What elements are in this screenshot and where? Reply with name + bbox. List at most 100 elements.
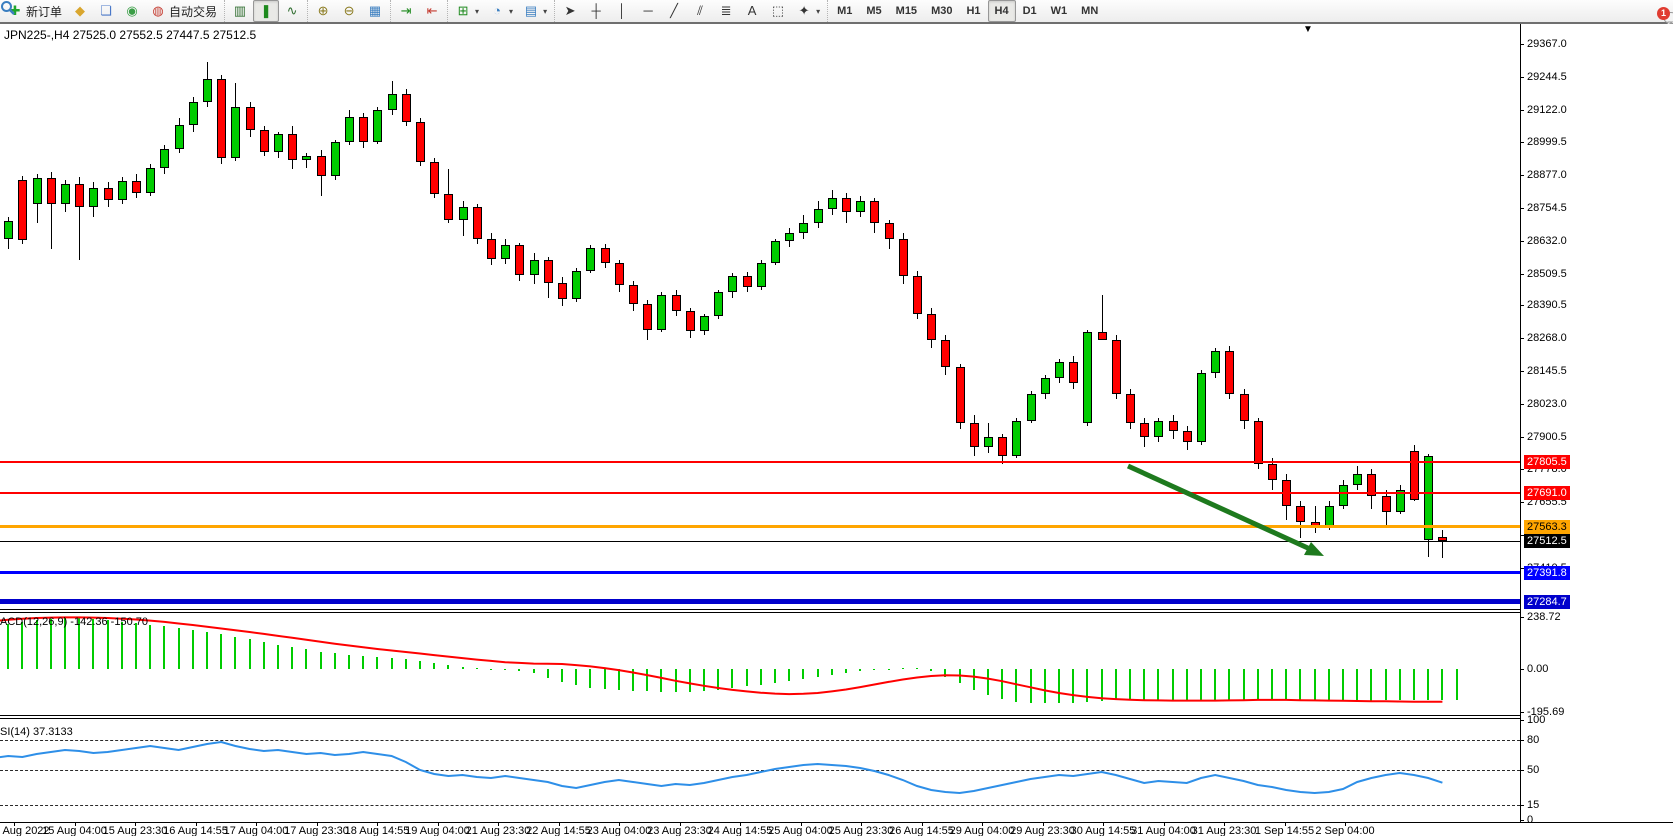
- price-axis[interactable]: 29367.0 29244.5 29122.0 28999.5 28877.0 28754…: [1520, 24, 1673, 826]
- candle-bear[interactable]: [955, 367, 965, 424]
- zoom-in-button[interactable]: ⊕: [310, 0, 336, 22]
- candle-bear[interactable]: [927, 313, 937, 341]
- equidistant-channel-button[interactable]: ⫽: [687, 0, 713, 22]
- panel-separator[interactable]: [0, 609, 1520, 613]
- candle-bull[interactable]: [1339, 484, 1348, 507]
- zoom-out-button[interactable]: ⊖: [336, 0, 362, 22]
- vertical-line-button[interactable]: │: [609, 0, 635, 22]
- candle-bear[interactable]: [614, 262, 624, 286]
- candle-bear[interactable]: [416, 122, 425, 163]
- candle-bull[interactable]: [4, 221, 14, 239]
- candle-bull[interactable]: [1424, 455, 1434, 540]
- candle-bear[interactable]: [870, 201, 880, 223]
- candle-bear[interactable]: [444, 194, 454, 220]
- candle-bear[interactable]: [1296, 506, 1306, 523]
- panel-separator[interactable]: [0, 715, 1520, 719]
- candle-bear[interactable]: [1168, 420, 1178, 432]
- candle-bear[interactable]: [558, 282, 567, 299]
- price-level-line[interactable]: [0, 525, 1520, 529]
- candle-bull[interactable]: [700, 316, 709, 331]
- candle-bear[interactable]: [742, 276, 752, 287]
- candle-bull[interactable]: [984, 436, 993, 448]
- timeframe-m30-button[interactable]: M30: [931, 5, 953, 17]
- candle-bear[interactable]: [1140, 423, 1150, 437]
- candle-bull[interactable]: [572, 270, 582, 299]
- candle-bull[interactable]: [117, 181, 127, 200]
- candle-bear[interactable]: [316, 155, 326, 176]
- chevron-down-icon[interactable]: ▾: [543, 6, 548, 16]
- price-level-line[interactable]: [0, 571, 1520, 575]
- text-button[interactable]: A: [739, 0, 765, 22]
- candle-bear[interactable]: [245, 107, 255, 131]
- autotrading-button[interactable]: ◍ 自动交易: [145, 0, 222, 22]
- candle-bull[interactable]: [1395, 490, 1405, 512]
- horizontal-line-button[interactable]: ─: [635, 0, 661, 22]
- timeframe-d1-button[interactable]: D1: [1022, 5, 1037, 17]
- arrows-tool-button[interactable]: ✦ ▾: [791, 0, 825, 22]
- candle-bear[interactable]: [472, 206, 482, 239]
- candle-bear[interactable]: [1111, 340, 1121, 394]
- chevron-down-icon[interactable]: ▾: [816, 6, 821, 16]
- candle-bull[interactable]: [274, 134, 283, 152]
- candle-bear[interactable]: [913, 276, 922, 314]
- candle-bear[interactable]: [1126, 393, 1135, 424]
- chart-profile-button[interactable]: ◆: [67, 0, 93, 22]
- candle-bull[interactable]: [1012, 420, 1022, 456]
- candle-bear[interactable]: [103, 187, 113, 200]
- timeframe-m5-button[interactable]: M5: [866, 5, 882, 17]
- candle-bull[interactable]: [728, 276, 738, 293]
- candle-bull[interactable]: [856, 201, 866, 212]
- candle-bear[interactable]: [1225, 351, 1235, 394]
- add-indicator-button[interactable]: ⊞ ▾: [450, 0, 484, 22]
- candle-bull[interactable]: [89, 187, 99, 207]
- text-label-button[interactable]: ⬚: [765, 0, 791, 22]
- cursor-button[interactable]: ➤: [557, 0, 583, 22]
- main-price-panel[interactable]: JPN225-,H4 27525.0 27552.5 27447.5 27512…: [0, 24, 1520, 610]
- candle-bear[interactable]: [941, 340, 951, 368]
- timeframe-m1-button[interactable]: M1: [837, 5, 853, 17]
- candle-bear[interactable]: [998, 436, 1008, 456]
- rsi-panel[interactable]: SI(14) 37.3133: [0, 718, 1520, 822]
- candle-bear[interactable]: [969, 423, 979, 448]
- candle-bull[interactable]: [146, 167, 156, 194]
- candle-bear[interactable]: [1182, 431, 1192, 443]
- candle-bull[interactable]: [387, 94, 397, 111]
- candle-bear[interactable]: [75, 183, 85, 207]
- candle-bull[interactable]: [1026, 393, 1036, 421]
- fibonacci-button[interactable]: ≣: [713, 0, 739, 22]
- time-axis[interactable]: Aug 2022 15 Aug 04:00 15 Aug 23:30 16 Aug 1…: [0, 822, 1673, 836]
- candle-bull[interactable]: [1154, 420, 1164, 437]
- candle-bear[interactable]: [1381, 495, 1391, 512]
- bar-chart-button[interactable]: ▥: [227, 0, 253, 22]
- candle-bear[interactable]: [288, 134, 298, 160]
- candle-bear[interactable]: [359, 116, 369, 143]
- candle-bear[interactable]: [600, 248, 610, 263]
- price-level-line[interactable]: [0, 461, 1520, 464]
- candle-bear[interactable]: [1410, 451, 1419, 500]
- candle-bear[interactable]: [487, 238, 496, 259]
- candle-bear[interactable]: [46, 178, 56, 204]
- candle-bull[interactable]: [160, 148, 170, 168]
- candle-bear[interactable]: [898, 238, 908, 277]
- candle-bear[interactable]: [643, 304, 653, 330]
- signals-button[interactable]: ◉: [119, 0, 145, 22]
- candle-bear[interactable]: [1438, 537, 1448, 541]
- candlestick-chart-button[interactable]: ❚: [253, 0, 280, 22]
- candle-bear[interactable]: [132, 181, 141, 194]
- candle-bull[interactable]: [529, 260, 539, 275]
- candle-bear[interactable]: [259, 130, 269, 152]
- candle-bear[interactable]: [629, 285, 638, 305]
- templates-button[interactable]: ▤ ▾: [518, 0, 552, 22]
- candle-bear[interactable]: [1069, 361, 1079, 384]
- trendline-button[interactable]: ╱: [661, 0, 687, 22]
- timeframe-w1-button[interactable]: W1: [1050, 5, 1068, 17]
- periods-button[interactable]: ◔ ▾: [484, 0, 518, 22]
- candle-bear[interactable]: [842, 198, 851, 212]
- candle-bull[interactable]: [330, 142, 340, 176]
- candle-bear[interactable]: [401, 94, 411, 123]
- candle-bull[interactable]: [32, 178, 42, 204]
- candle-bull[interactable]: [1211, 351, 1221, 373]
- candle-bull[interactable]: [302, 155, 312, 160]
- chart-shift-button[interactable]: ⇤: [419, 0, 445, 22]
- candle-bull[interactable]: [501, 245, 511, 259]
